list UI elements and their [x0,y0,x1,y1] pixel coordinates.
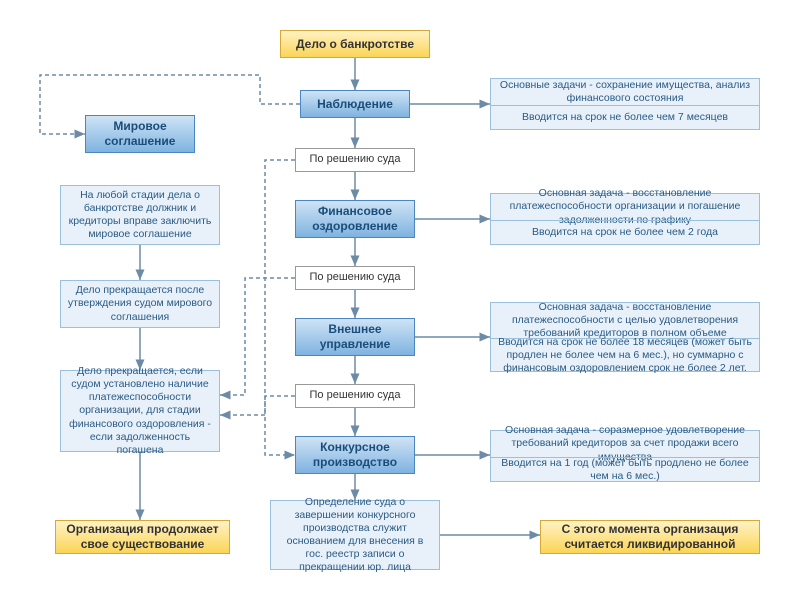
node-info4: Основная задача - соразмерное удовлетвор… [490,430,760,482]
node-info3-top: Основная задача - восстановление платеже… [495,305,755,336]
edge-dec1-stage4 [265,160,295,455]
node-left2: Дело прекращается после утверждения судо… [60,280,220,328]
node-agreement: Мировое соглашение [85,115,195,153]
node-info1-bottom: Вводится на срок не более чем 7 месяцев [495,107,755,129]
node-dec1: По решению суда [295,148,415,172]
node-root: Дело о банкротстве [280,30,430,58]
node-info2-sep [491,220,759,221]
node-info3-bottom: Вводится на срок не более 18 месяцев (мо… [495,340,755,371]
node-info3: Основная задача - восстановление платеже… [490,302,760,372]
node-info1-top: Основные задачи - сохранение имущества, … [495,81,755,103]
node-info1: Основные задачи - сохранение имущества, … [490,78,760,130]
edge-dec2-left3 [220,278,295,395]
node-left3: Дело прекращается, если судом установлен… [60,370,220,452]
node-liquidated: С этого момента организация считается ли… [540,520,760,554]
node-stage1: Наблюдение [300,90,410,118]
node-info2-bottom: Вводится на срок не более чем 2 года [495,222,755,244]
node-stage3: Внешнее управление [295,318,415,356]
node-info2-top: Основная задача - восстановление платеже… [495,196,755,218]
node-stage2: Финансовое оздоровление [295,200,415,238]
node-info4-top: Основная задача - соразмерное удовлетвор… [495,433,755,455]
node-stage4: Конкурсное производство [295,436,415,474]
node-dec2: По решению суда [295,266,415,290]
node-info1-sep [491,105,759,106]
node-continues: Организация продолжает свое существовани… [55,520,230,554]
node-info2: Основная задача - восстановление платеже… [490,193,760,245]
node-dec3: По решению суда [295,384,415,408]
node-final: Определение суда о завершении конкурсног… [270,500,440,570]
edge-dec3-left3 [220,396,295,415]
node-info4-bottom: Вводится на 1 год (может быть продлено н… [495,459,755,481]
node-left1: На любой стадии дела о банкротстве должн… [60,185,220,245]
